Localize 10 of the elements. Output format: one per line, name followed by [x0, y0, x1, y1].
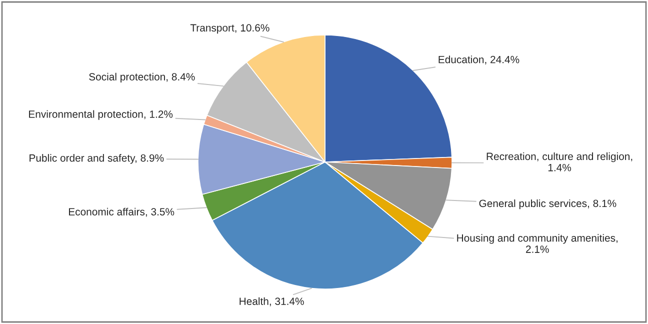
- slice-label: Social protection, 8.4%: [89, 72, 195, 83]
- slice-label: Public order and safety, 8.9%: [30, 154, 164, 164]
- slice-label: Health, 31.4%: [240, 297, 304, 306]
- slice-label: Environmental protection, 1.2%: [29, 110, 173, 120]
- slice-label: Education, 24.4%: [438, 56, 520, 64]
- slice-label: Transport, 10.6%: [190, 24, 270, 34]
- slice-label: Housing and community amenities, 2.1%: [457, 234, 618, 253]
- slice-label: Economic affairs, 3.5%: [69, 208, 174, 217]
- slice-label: General public services, 8.1%: [479, 199, 616, 210]
- slice-label: Recreation, culture and religion, 1.4%: [486, 152, 632, 172]
